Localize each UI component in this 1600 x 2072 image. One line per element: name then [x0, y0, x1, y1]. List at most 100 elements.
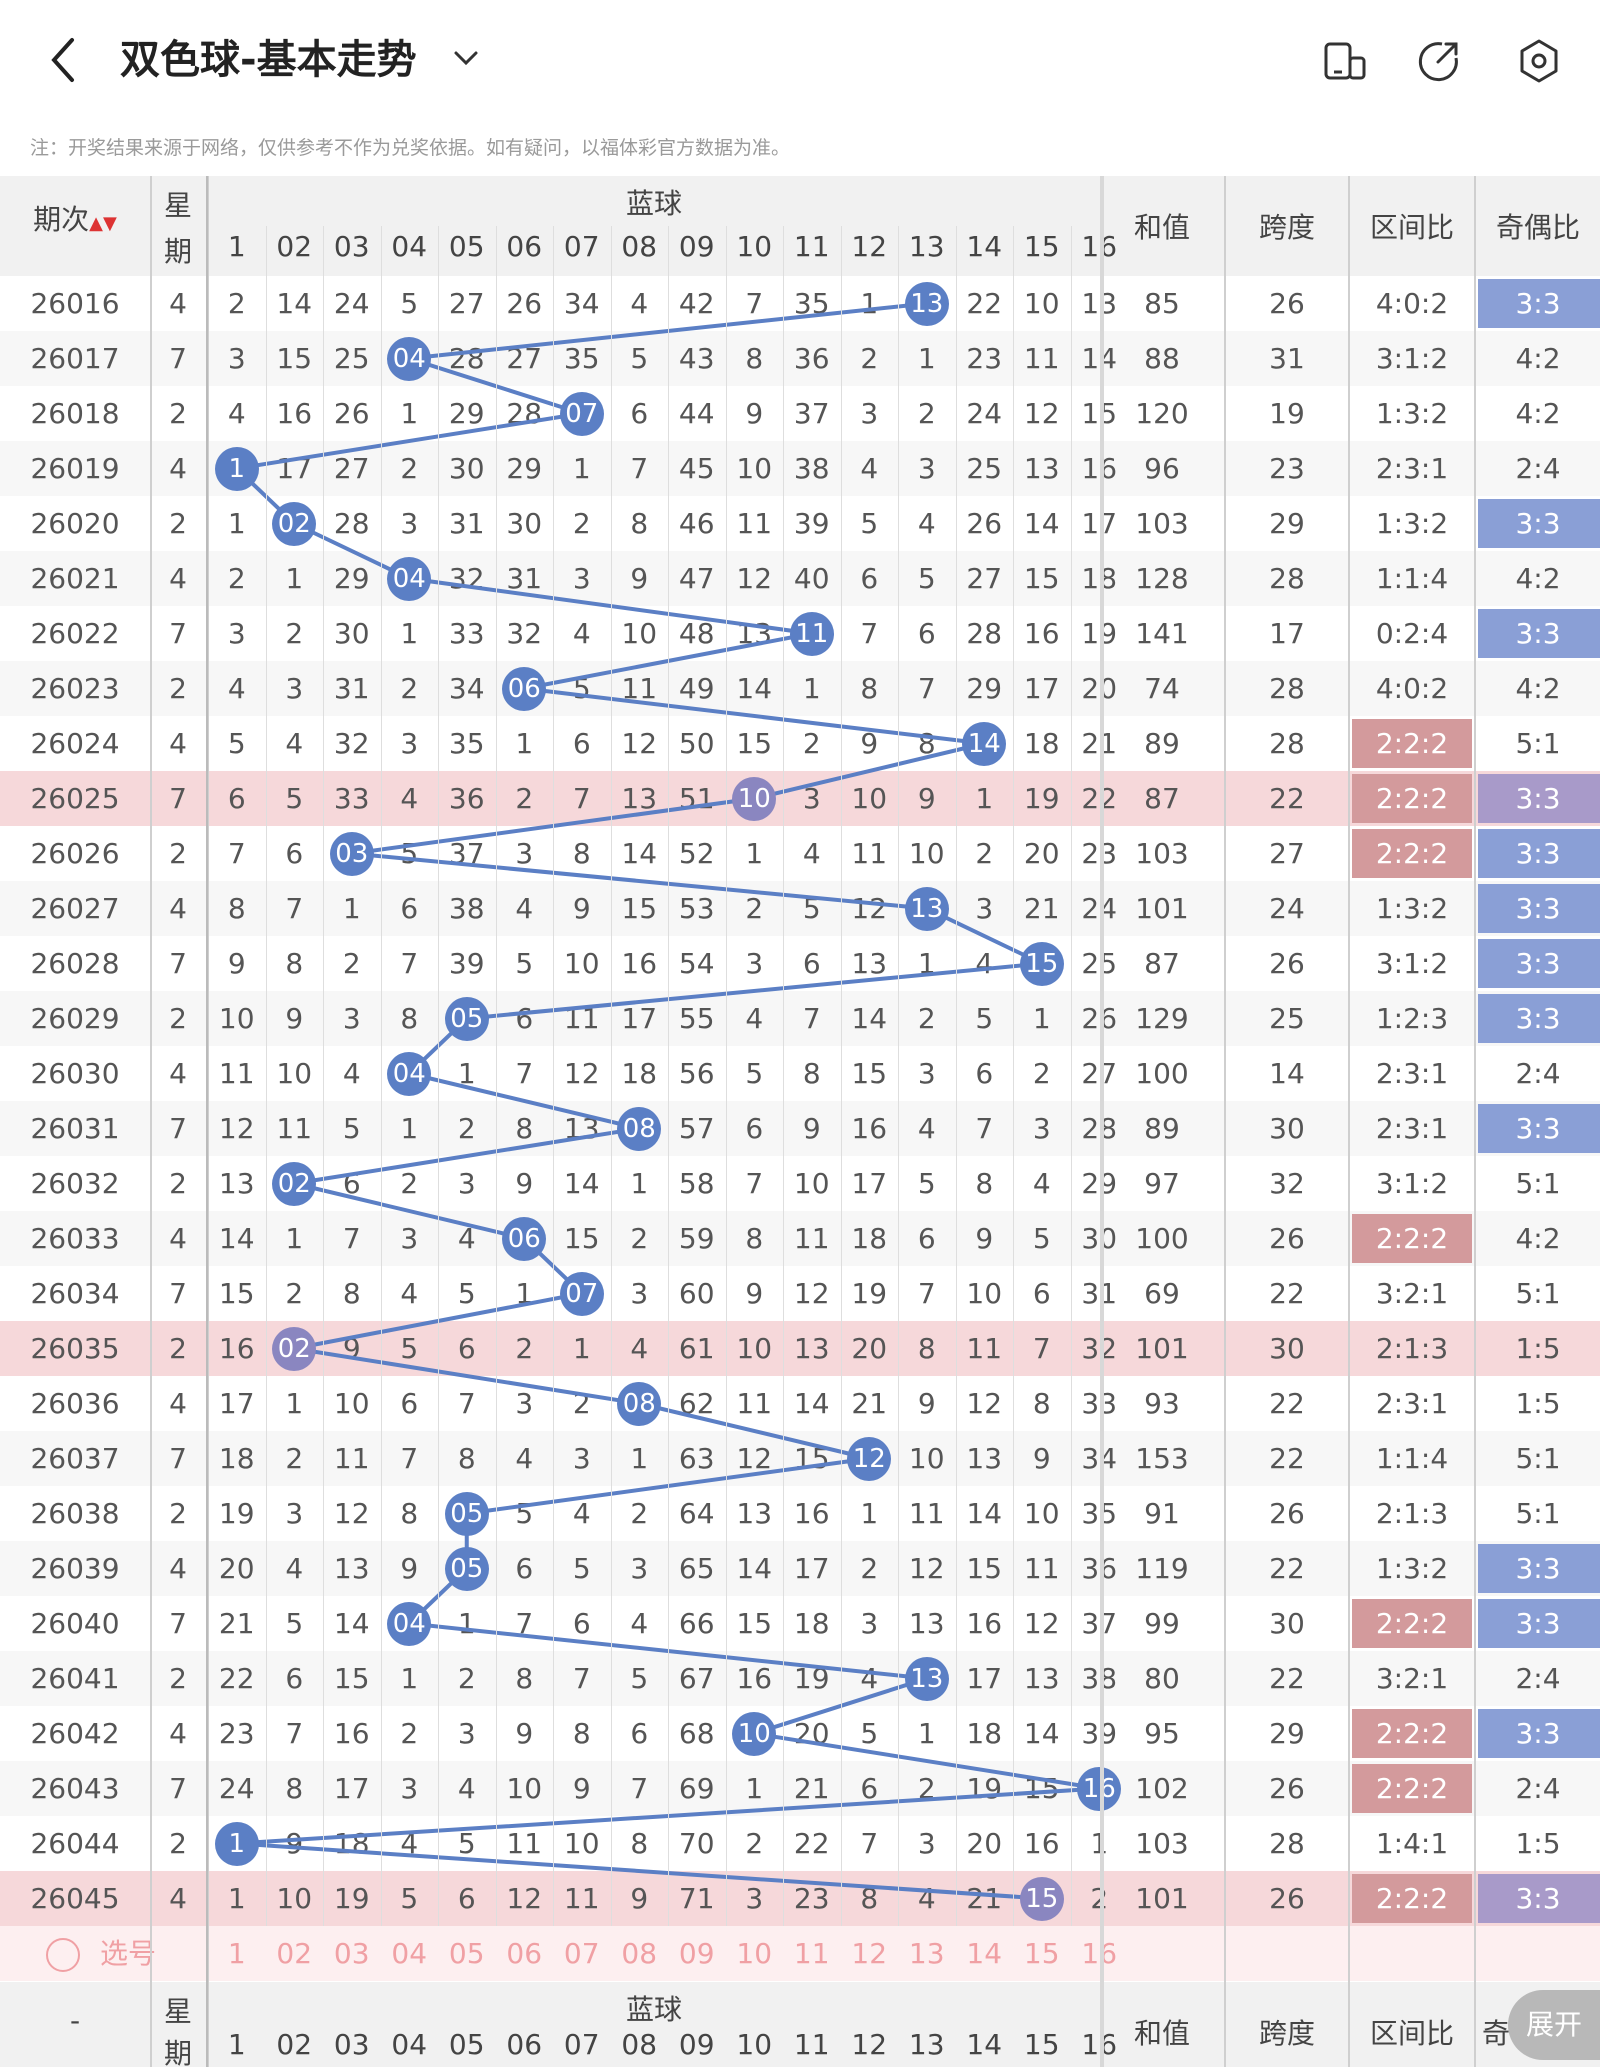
pick-number[interactable]: 10 — [736, 1937, 773, 1970]
pick-number[interactable]: 09 — [678, 1937, 715, 1970]
blue-cell: 2 — [285, 1442, 304, 1475]
blue-cell: 54 — [678, 947, 715, 980]
table-row[interactable]: 260364171106732086211142191283393222:3:1… — [0, 1376, 1600, 1431]
blue-cell: 27 — [506, 342, 543, 375]
blue-cell: 9 — [285, 1002, 304, 1035]
span-cell: 26 — [1269, 947, 1305, 980]
table-row[interactable]: 260412226151287567161941317133880223:2:1… — [0, 1651, 1600, 1706]
table-row[interactable]: 26027487163849155325121332124101241:3:23… — [0, 881, 1600, 936]
span-cell: 28 — [1269, 727, 1305, 760]
pick-number[interactable]: 03 — [333, 1937, 370, 1970]
grid-line-thin — [381, 226, 382, 1926]
table-row[interactable]: 26016421424527263444273511322101385264:0… — [0, 276, 1600, 331]
blue-cell: 6 — [515, 1552, 534, 1585]
blue-cell: 20 — [966, 1827, 1003, 1860]
weekday-cell: 7 — [169, 1442, 187, 1475]
blue-cell: 12 — [1023, 397, 1060, 430]
blue-cell: 12 — [621, 727, 658, 760]
blue-cell: 7 — [400, 947, 419, 980]
table-row[interactable]: 26025765334362713511031091192287222:2:23… — [0, 771, 1600, 826]
blue-cell: 3 — [917, 1827, 936, 1860]
table-row[interactable]: 2603171211512813085769164732889302:3:13:… — [0, 1101, 1600, 1156]
blue-cell: 5 — [630, 342, 649, 375]
blue-cell: 13 — [1023, 452, 1060, 485]
blue-cell: 4 — [227, 397, 246, 430]
expand-button[interactable]: 展开 — [1508, 1990, 1600, 2060]
table-row[interactable]: 26024454323351612501529814182189282:2:25… — [0, 716, 1600, 771]
pick-number[interactable]: 07 — [563, 1937, 600, 1970]
blue-cell: 8 — [572, 1717, 591, 1750]
zone-ratio-cell: 3:2:1 — [1375, 1277, 1449, 1310]
weekday-cell: 4 — [169, 1552, 187, 1585]
pick-number[interactable]: 1 — [227, 1937, 246, 1970]
pick-number[interactable]: 05 — [448, 1937, 485, 1970]
table-row[interactable]: 26043 7 24 8 17 3 4 10 9 7 69 1 21 6 2 19 15 16 102 26 2:2:2… — [0, 1761, 1600, 1816]
share-icon[interactable] — [1416, 38, 1462, 84]
table-row[interactable]: 2603821931280554264131611114103591262:1:… — [0, 1486, 1600, 1541]
sum-cell: 91 — [1144, 1497, 1180, 1530]
winning-ball: 04 — [387, 1601, 432, 1646]
pick-number[interactable]: 14 — [966, 1937, 1003, 1970]
chevron-down-icon[interactable] — [448, 40, 484, 76]
blue-cell: 27 — [448, 287, 485, 320]
table-row[interactable]: 26017731525042827355438362123111488313:1… — [0, 331, 1600, 386]
table-row[interactable]: 26020210228331302846113954261417103291:3… — [0, 496, 1600, 551]
odd-even-tag — [1478, 884, 1600, 933]
table-row[interactable]: 26021421290432313947124065271518128281:1… — [0, 551, 1600, 606]
table-row[interactable]: 260304111040417121856581536227100142:3:1… — [0, 1046, 1600, 1101]
zone-ratio-cell: 2:3:1 — [1375, 452, 1449, 485]
issue-header-label: 期次 — [33, 203, 90, 236]
table-row[interactable]: 26018241626129280764493732241215120191:3… — [0, 386, 1600, 441]
pick-number[interactable]: 13 — [908, 1937, 945, 1970]
table-row[interactable]: 2603221302623914158710175842997323:1:25:… — [0, 1156, 1600, 1211]
blue-cell: 35 — [448, 727, 485, 760]
pick-number[interactable]: 04 — [391, 1937, 428, 1970]
blue-cell: 6 — [745, 1112, 764, 1145]
blue-cell: 14 — [966, 1497, 1003, 1530]
winning-ball: 04 — [387, 336, 432, 381]
blue-cell: 1 — [630, 1167, 649, 1200]
blue-cell: 66 — [678, 1607, 715, 1640]
odd-even-cell: 2:4 — [1515, 452, 1561, 485]
sum-cell: 96 — [1144, 452, 1180, 485]
blue-cell: 2 — [457, 1662, 476, 1695]
blue-cell: 18 — [621, 1057, 658, 1090]
blue-cell: 1 — [572, 1332, 591, 1365]
table-row[interactable]: 260352160295621461101320811732101302:1:3… — [0, 1321, 1600, 1376]
table-row[interactable]: 26042423716239866810205118143995292:2:23… — [0, 1706, 1600, 1761]
table-row[interactable]: 2602879827395101654361314152587263:1:23:… — [0, 936, 1600, 991]
blue-cell: 7 — [285, 1717, 304, 1750]
pick-number[interactable]: 16 — [1071, 1926, 1129, 1981]
table-row[interactable]: 260232433123406511491418729172074284:0:2… — [0, 661, 1600, 716]
odd-even-header: 奇偶比 — [1495, 211, 1580, 244]
issue-header[interactable]: 期次▲▼ — [0, 198, 150, 238]
pick-label[interactable]: 选号 — [99, 1937, 156, 1970]
issue-cell: 26019 — [30, 452, 120, 485]
table-row[interactable]: 26039420413905653651417212151136119221:3… — [0, 1541, 1600, 1596]
table-row[interactable]: 2603771821178431631215121013934153221:1:… — [0, 1431, 1600, 1486]
pick-number[interactable]: 06 — [506, 1937, 543, 1970]
blue-cell: 14 — [793, 1387, 830, 1420]
blue-cell: 10 — [851, 782, 888, 815]
table-row[interactable]: 26033414173406152598111869530100262:2:24… — [0, 1211, 1600, 1266]
back-arrow-icon[interactable] — [40, 30, 90, 90]
blue-cell: 8 — [515, 1112, 534, 1145]
pick-number[interactable]: 12 — [851, 1937, 888, 1970]
table-row[interactable]: 260262760353738145214111022023103272:2:2… — [0, 826, 1600, 881]
device-layout-icon[interactable] — [1322, 38, 1368, 84]
blue-cell: 4 — [745, 1002, 764, 1035]
table-row[interactable]: 260454110195612119713238421152101262:2:2… — [0, 1871, 1600, 1926]
winning-ball: 07 — [559, 1271, 604, 1316]
blue-cell: 36 — [448, 782, 485, 815]
pick-number[interactable]: 15 — [1023, 1937, 1060, 1970]
sum-cell: 100 — [1135, 1057, 1189, 1090]
pick-number[interactable]: 08 — [621, 1937, 658, 1970]
table-row[interactable]: 2603471528451073609121971063169223:2:15:… — [0, 1266, 1600, 1321]
settings-icon[interactable] — [1516, 38, 1562, 84]
table-row[interactable]: 2604072151404176466151831316123799302:2:… — [0, 1596, 1600, 1651]
radio-icon[interactable] — [46, 1938, 80, 1972]
blue-cell: 1 — [860, 1497, 879, 1530]
pick-number[interactable]: 02 — [276, 1937, 313, 1970]
table-row[interactable]: 26029210938056111755471425126129251:2:33… — [0, 991, 1600, 1046]
pick-number[interactable]: 11 — [793, 1937, 830, 1970]
